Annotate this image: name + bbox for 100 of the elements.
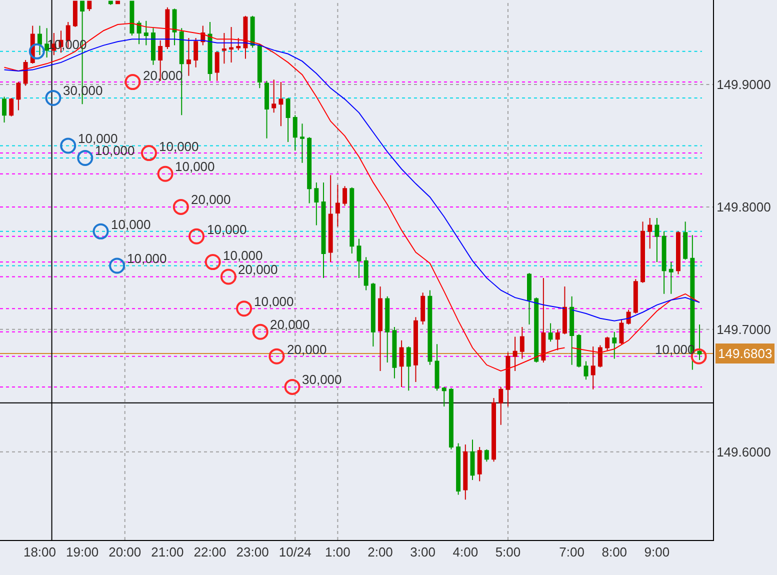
point xyxy=(124,74,141,90)
candlestick xyxy=(300,123,304,164)
candlestick xyxy=(186,37,191,76)
annotation: 10,000 xyxy=(254,294,294,309)
x-tick-label: 5:00 xyxy=(495,544,521,560)
candlestick xyxy=(470,439,475,480)
candlestick xyxy=(321,182,326,278)
point xyxy=(268,348,285,364)
candlestick xyxy=(527,272,532,325)
annotation: 10,000 xyxy=(78,131,118,146)
candlestick xyxy=(676,230,680,275)
candlestick xyxy=(370,282,376,348)
candlestick xyxy=(208,22,212,82)
candlestick xyxy=(257,44,262,89)
x-tick-label: 10/24 xyxy=(278,544,312,560)
candlestick xyxy=(668,262,674,294)
candlestick xyxy=(385,296,390,363)
point xyxy=(236,300,252,317)
candlestick xyxy=(484,448,489,462)
candlestick xyxy=(342,186,348,206)
candlestick xyxy=(598,344,602,368)
candlestick xyxy=(420,292,426,325)
candlestick xyxy=(576,334,582,368)
candlestick xyxy=(292,114,298,152)
candlestick xyxy=(605,336,610,351)
candlestick xyxy=(165,6,170,50)
x-tick-label: 3:00 xyxy=(410,544,436,560)
x-tick-label: 21:00 xyxy=(151,544,184,560)
candlestick xyxy=(364,256,368,291)
x-tick-label: 20:00 xyxy=(108,544,142,560)
x-tick-label: 8:00 xyxy=(602,544,628,560)
candlestick xyxy=(448,388,454,450)
candlestick xyxy=(428,290,432,366)
x-tick-label: 18:00 xyxy=(23,544,56,560)
candlestick xyxy=(492,397,496,462)
candlestick xyxy=(477,446,482,482)
annotation: 10,000 xyxy=(95,143,135,158)
point xyxy=(284,378,300,395)
annotation: 30,000 xyxy=(302,372,342,387)
candlestick xyxy=(136,20,142,45)
candlestick xyxy=(534,297,539,363)
candlestick xyxy=(633,278,638,314)
candlestick xyxy=(626,309,631,325)
candlestick xyxy=(612,331,617,360)
point xyxy=(140,145,157,162)
point xyxy=(252,324,268,340)
candlestick xyxy=(456,442,461,496)
candlestick xyxy=(350,186,354,254)
candlestick xyxy=(399,340,404,388)
candlestick xyxy=(272,79,276,114)
x-tick-label: 1:00 xyxy=(325,544,350,560)
candlestick xyxy=(328,174,333,263)
candlestick xyxy=(229,26,234,63)
y-tick-label: 149.6000 xyxy=(716,444,771,460)
candlestick xyxy=(654,217,660,263)
y-tick-label: 149.7000 xyxy=(716,322,771,337)
annotation: 20,000 xyxy=(238,262,278,277)
point xyxy=(204,254,221,270)
y-tick-label: 149.8000 xyxy=(716,199,771,214)
candlestick xyxy=(194,37,198,68)
candlestick xyxy=(264,80,269,139)
candlestick xyxy=(144,20,148,46)
candlestick xyxy=(590,346,596,390)
candlestick xyxy=(442,386,446,408)
point xyxy=(188,228,205,244)
candlestick xyxy=(562,286,567,335)
annotation: 20,000 xyxy=(191,192,231,207)
candlestick xyxy=(250,15,255,48)
candlestick xyxy=(172,8,177,46)
x-tick-label: 23:00 xyxy=(236,544,269,560)
x-tick-label: 22:00 xyxy=(194,544,226,560)
annotation: 10,000 xyxy=(223,248,263,263)
point xyxy=(220,268,236,285)
candlestick xyxy=(548,322,553,342)
candlestick xyxy=(130,0,134,36)
candlestick xyxy=(584,360,588,380)
point xyxy=(157,166,174,182)
candlestick xyxy=(463,444,468,500)
candlestick xyxy=(314,182,319,226)
candlestick xyxy=(335,184,340,228)
candlestick xyxy=(378,286,382,372)
candlestick xyxy=(151,28,156,66)
x-tick-label: 4:00 xyxy=(452,544,478,560)
annotation: 10,000 xyxy=(207,222,247,237)
candlestick xyxy=(392,326,397,379)
ref-line-label: 149.6803 xyxy=(718,346,772,361)
candlestick xyxy=(278,82,284,127)
x-tick-label: 2:00 xyxy=(368,544,393,560)
annotation: 10,000 xyxy=(159,139,199,154)
candlestick xyxy=(307,136,312,204)
x-tick-label: 9:00 xyxy=(644,544,670,560)
candlestick xyxy=(697,324,702,360)
candlestick xyxy=(236,37,241,51)
candlestick xyxy=(570,296,574,366)
candlestick xyxy=(512,336,518,372)
line-series xyxy=(571,297,700,322)
candlestick xyxy=(498,386,504,426)
candlestick xyxy=(555,328,560,351)
candlestick xyxy=(414,316,418,383)
candlestick xyxy=(434,344,440,392)
